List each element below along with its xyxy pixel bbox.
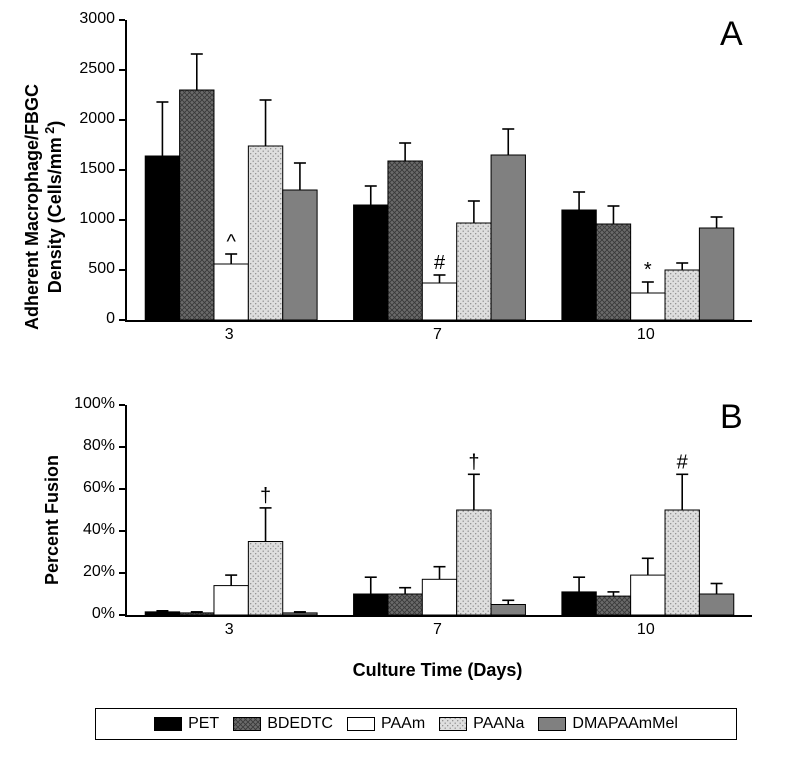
legend-label: BDEDTC	[267, 715, 333, 733]
bar	[631, 575, 665, 615]
bar	[180, 613, 214, 615]
y-tick-label: 100%	[0, 395, 115, 413]
significance-marker: *	[644, 259, 652, 281]
bar	[145, 156, 179, 320]
y-tick-label: 0	[0, 310, 115, 328]
x-tick-label: 3	[125, 326, 333, 344]
significance-marker: †	[468, 451, 479, 473]
y-tick-label: 2500	[0, 60, 115, 78]
bar	[699, 594, 733, 615]
x-tick-label: 7	[333, 621, 541, 639]
y-tick-label: 1500	[0, 160, 115, 178]
y-tick-label: 20%	[0, 563, 115, 581]
bar	[665, 510, 699, 615]
legend-swatch	[347, 717, 375, 731]
bar	[354, 205, 388, 320]
panel-a-plot: ^ # *	[125, 20, 752, 322]
bars-svg: † † #	[127, 405, 752, 615]
panel-a: A Adherent Macrophage/FBGCDensity (Cells…	[0, 0, 800, 368]
bar	[214, 264, 248, 320]
y-tick-label: 3000	[0, 10, 115, 28]
bar	[145, 612, 179, 615]
x-tick-label: 7	[333, 326, 541, 344]
bar	[283, 613, 317, 615]
bar	[699, 228, 733, 320]
bar	[665, 270, 699, 320]
bar	[388, 594, 422, 615]
x-axis-title: Culture Time (Days)	[125, 660, 750, 681]
bar	[422, 283, 456, 320]
bar	[354, 594, 388, 615]
y-tick-label: 80%	[0, 437, 115, 455]
legend-item: PET	[154, 715, 219, 733]
bar	[248, 146, 282, 320]
significance-marker: ^	[226, 231, 236, 253]
significance-marker: #	[677, 451, 689, 473]
significance-marker: #	[434, 252, 446, 274]
bar	[248, 542, 282, 616]
bar	[214, 586, 248, 615]
legend-item: BDEDTC	[233, 715, 333, 733]
bar	[283, 190, 317, 320]
legend-label: PAANa	[473, 715, 524, 733]
bars-svg: ^ # *	[127, 20, 752, 320]
legend-swatch	[154, 717, 182, 731]
bar	[562, 592, 596, 615]
bar	[457, 510, 491, 615]
legend-item: DMAPAAmMel	[538, 715, 678, 733]
bar	[180, 90, 214, 320]
y-tick-label: 60%	[0, 479, 115, 497]
legend-item: PAAm	[347, 715, 425, 733]
x-tick-label: 10	[542, 326, 750, 344]
legend-swatch	[439, 717, 467, 731]
bar	[491, 605, 525, 616]
y-tick-label: 500	[0, 260, 115, 278]
legend-item: PAANa	[439, 715, 524, 733]
bar	[457, 223, 491, 320]
significance-marker: †	[260, 485, 271, 507]
y-tick-label: 0%	[0, 605, 115, 623]
legend-label: PAAm	[381, 715, 425, 733]
figure-root: A Adherent Macrophage/FBGCDensity (Cells…	[0, 0, 800, 778]
panel-b: B Percent Fusion 0%20%40%60%80%100% ††# …	[0, 390, 800, 690]
panel-b-plot: † † #	[125, 405, 752, 617]
legend-label: PET	[188, 715, 219, 733]
legend-swatch	[233, 717, 261, 731]
bar	[631, 293, 665, 320]
legend-label: DMAPAAmMel	[572, 715, 678, 733]
bar	[388, 161, 422, 320]
bar	[596, 224, 630, 320]
bar	[491, 155, 525, 320]
legend: PET BDEDTC PAAm PAANa DMAPAAmMel	[95, 708, 737, 740]
bar	[596, 596, 630, 615]
bar	[562, 210, 596, 320]
y-tick-label: 2000	[0, 110, 115, 128]
legend-swatch	[538, 717, 566, 731]
y-tick-label: 1000	[0, 210, 115, 228]
x-tick-label: 3	[125, 621, 333, 639]
bar	[422, 579, 456, 615]
x-tick-label: 10	[542, 621, 750, 639]
y-tick-label: 40%	[0, 521, 115, 539]
